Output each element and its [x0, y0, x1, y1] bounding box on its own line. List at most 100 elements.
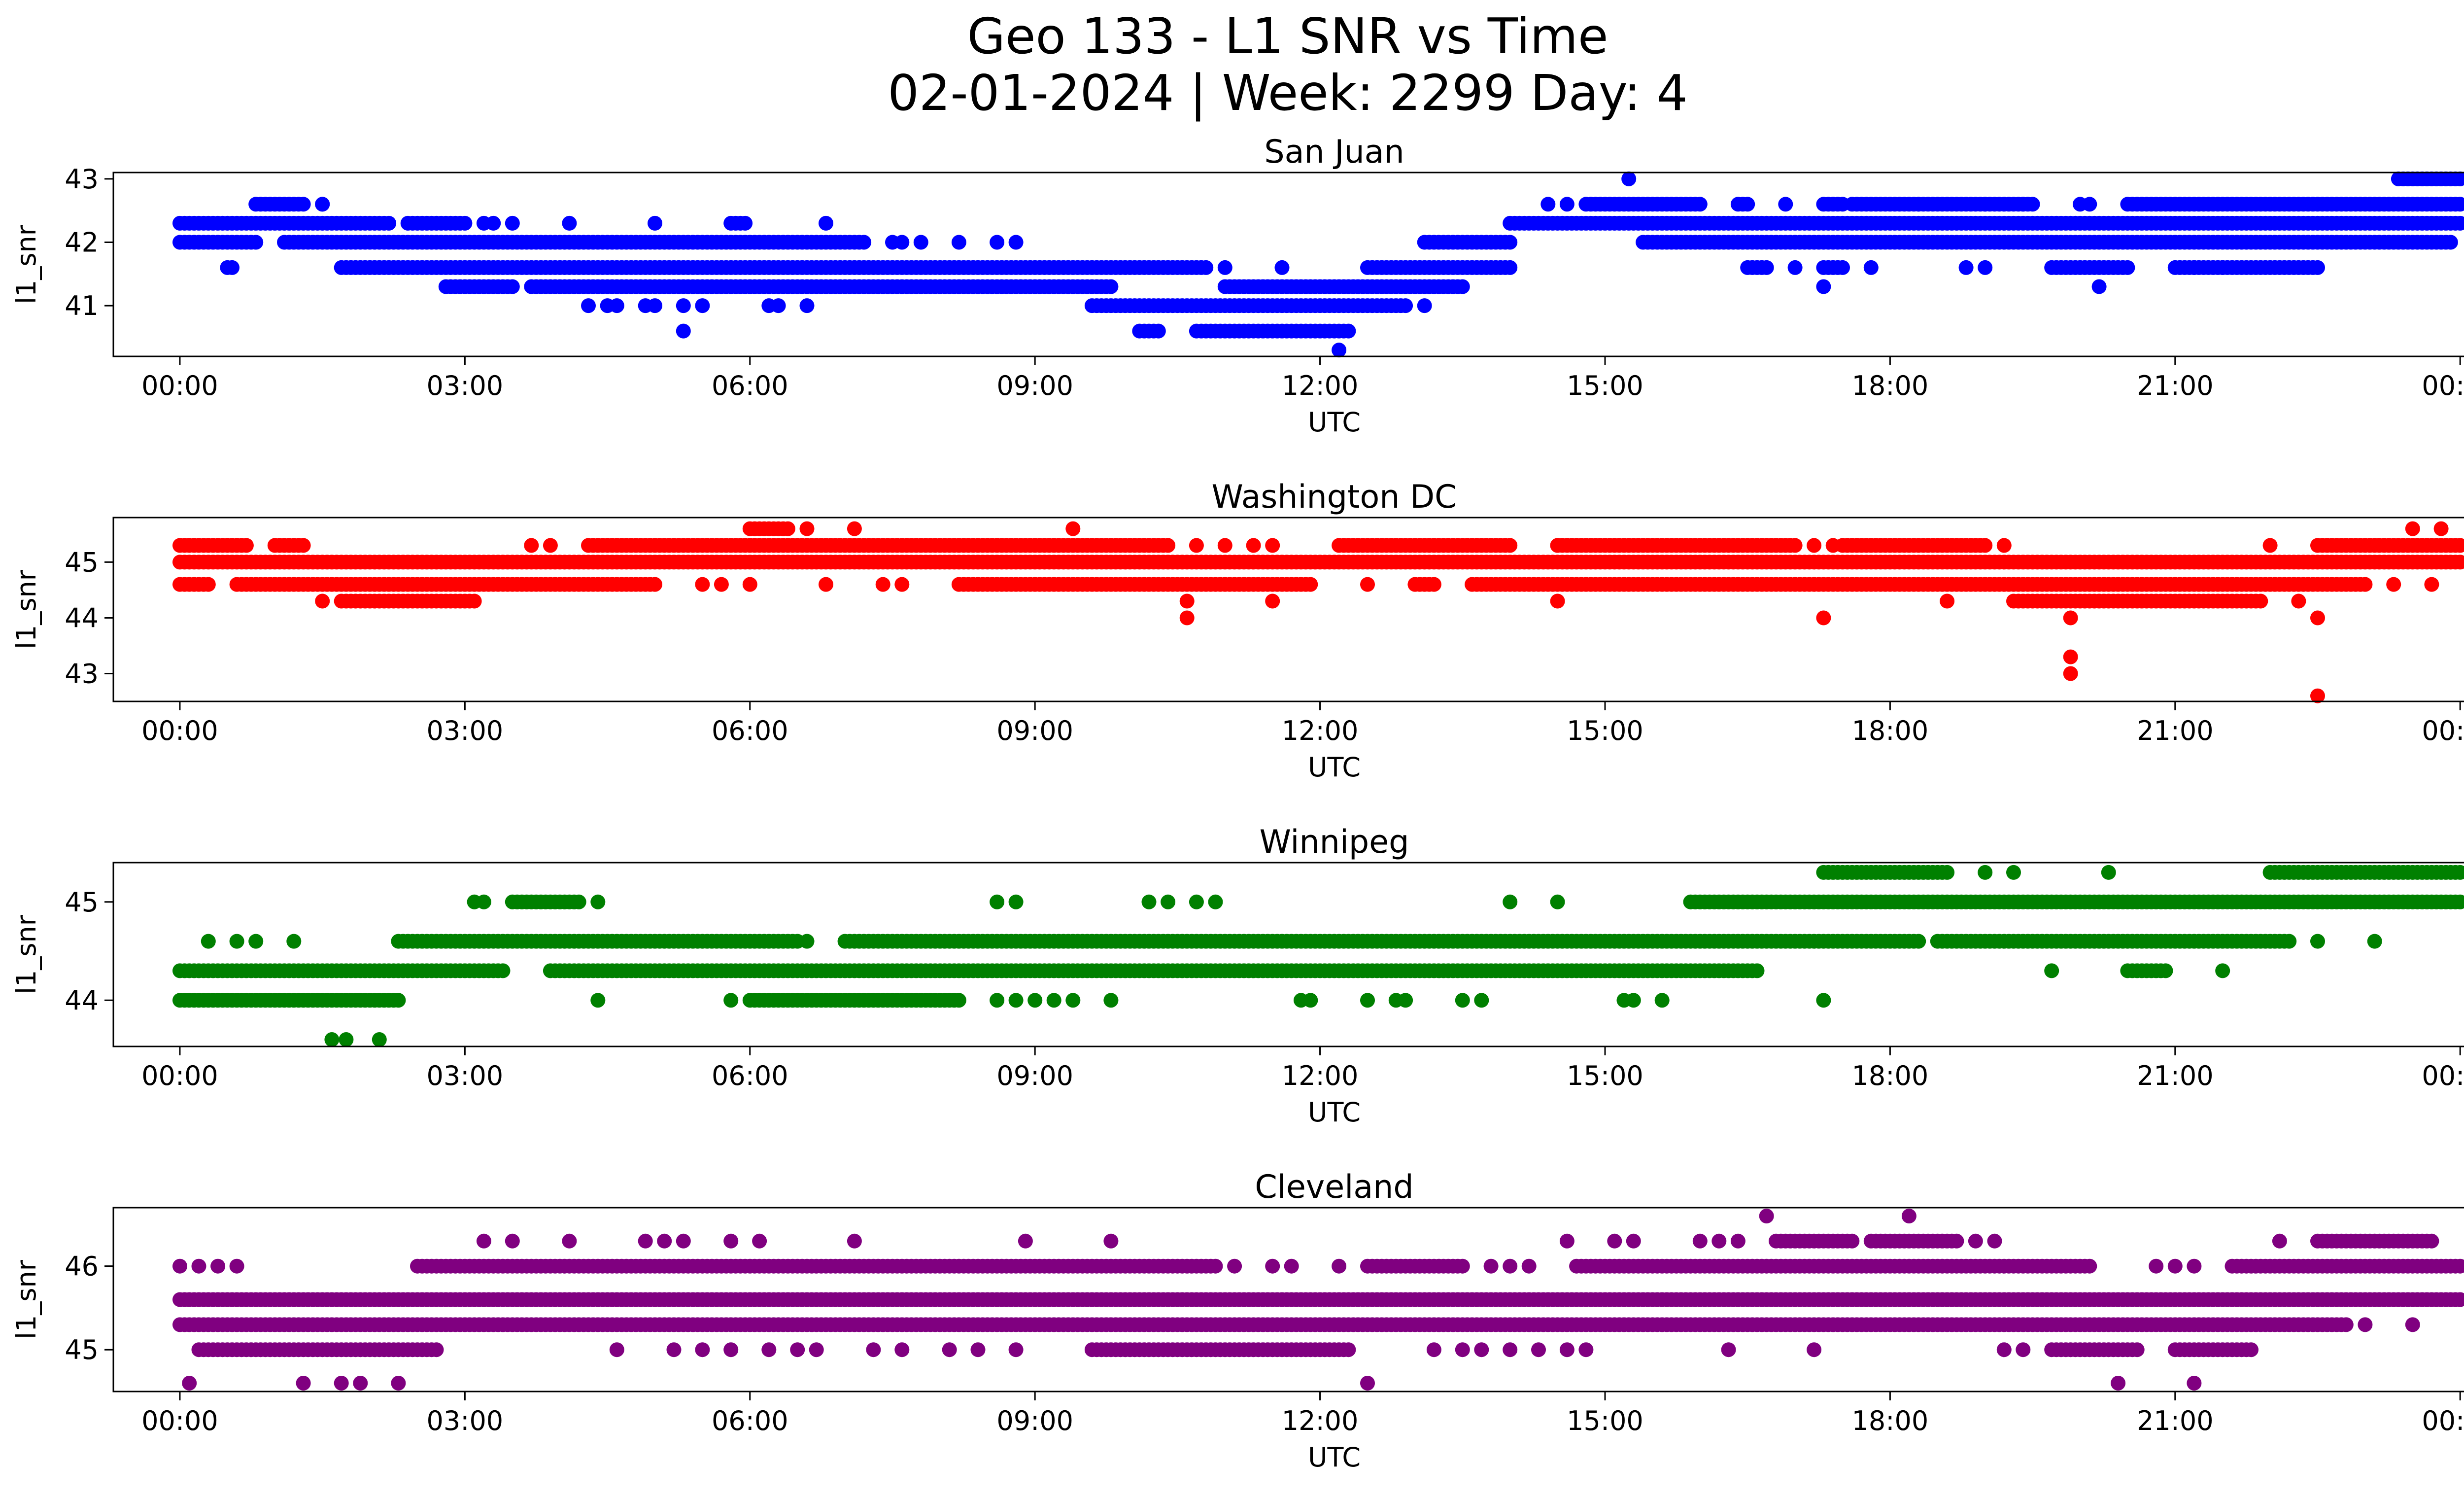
y-tick-label: 45: [65, 547, 99, 578]
data-point: [2082, 1259, 2097, 1274]
data-point: [1503, 538, 1517, 553]
data-point: [391, 993, 406, 1008]
data-point: [1560, 1234, 1574, 1249]
data-point: [339, 1032, 353, 1047]
subplot-title: Cleveland: [1255, 1169, 1413, 1206]
data-point: [1711, 1234, 1726, 1249]
data-point: [723, 993, 738, 1008]
data-point: [1550, 895, 1565, 909]
data-point: [1759, 1209, 1774, 1223]
data-point: [2215, 260, 2230, 275]
data-point: [2063, 611, 2078, 626]
data-point: [1180, 611, 1195, 626]
data-point: [2424, 1234, 2439, 1249]
data-point: [467, 594, 482, 609]
data-point: [1911, 934, 1926, 949]
data-point: [781, 522, 795, 536]
x-tick-label: 21:00: [2137, 1060, 2214, 1091]
data-point: [1332, 1259, 1346, 1274]
data-point: [1503, 235, 1517, 250]
data-point: [1968, 1234, 1983, 1249]
data-point: [2443, 235, 2458, 250]
data-point: [1246, 538, 1261, 553]
series-points: [172, 172, 2464, 357]
data-point: [457, 216, 472, 231]
data-point: [1455, 993, 1470, 1008]
x-tick-label: 03:00: [427, 1060, 504, 1091]
data-point: [296, 538, 311, 553]
data-point: [1218, 538, 1232, 553]
data-point: [201, 934, 216, 949]
x-tick-label: 18:00: [1852, 1060, 1929, 1091]
axes-frame: [113, 518, 2464, 701]
data-point: [1816, 279, 1831, 294]
data-point: [1265, 1259, 1280, 1274]
x-tick-label: 06:00: [712, 370, 788, 401]
data-point: [1816, 611, 1831, 626]
data-point: [562, 1234, 577, 1249]
data-point: [2092, 279, 2107, 294]
data-point: [1265, 538, 1280, 553]
data-point: [524, 538, 539, 553]
data-point: [1047, 993, 1061, 1008]
data-point: [505, 216, 520, 231]
data-point: [648, 577, 662, 592]
x-tick-label: 21:00: [2137, 370, 2214, 401]
x-tick-label: 15:00: [1567, 1060, 1643, 1091]
series-points: [172, 1209, 2464, 1391]
data-point: [590, 895, 605, 909]
x-tick-label: 15:00: [1567, 715, 1643, 746]
data-point: [1503, 260, 1517, 275]
data-point: [1009, 895, 1024, 909]
x-tick-label: 00:00: [141, 1060, 218, 1091]
x-tick-label: 12:00: [1282, 370, 1359, 401]
data-point: [1332, 343, 1346, 357]
data-point: [1807, 538, 1821, 553]
data-point: [1503, 1259, 1517, 1274]
data-point: [676, 1234, 691, 1249]
data-point: [1949, 1234, 1964, 1249]
data-point: [1522, 1259, 1537, 1274]
data-point: [771, 298, 786, 313]
data-point: [192, 1259, 206, 1274]
subplot-title: Winnipeg: [1260, 824, 1409, 861]
data-point: [2310, 934, 2325, 949]
data-point: [952, 235, 966, 250]
subplot-title: San Juan: [1264, 134, 1404, 171]
data-point: [1626, 1234, 1641, 1249]
y-axis-label: l1_snr: [11, 224, 42, 304]
x-tick-label: 15:00: [1567, 370, 1643, 401]
data-point: [315, 594, 330, 609]
data-point: [1940, 865, 1954, 880]
y-tick-label: 42: [65, 227, 99, 258]
data-point: [1778, 197, 1793, 211]
x-axis-label: UTC: [1308, 1097, 1361, 1128]
data-point: [1788, 260, 1803, 275]
data-point: [1693, 197, 1708, 211]
data-point: [1161, 538, 1175, 553]
x-tick-label: 06:00: [712, 1060, 788, 1091]
data-point: [315, 197, 330, 211]
data-point: [477, 895, 491, 909]
data-point: [505, 1234, 520, 1249]
data-point: [2253, 594, 2268, 609]
data-point: [210, 1259, 225, 1274]
y-axis-label: l1_snr: [11, 914, 42, 994]
data-point: [894, 235, 909, 250]
data-point: [1550, 538, 1565, 553]
data-point: [2405, 522, 2420, 536]
data-point: [1987, 1234, 2002, 1249]
data-point: [1759, 260, 1774, 275]
data-point: [1265, 594, 1280, 609]
data-point: [1560, 197, 1574, 211]
data-point: [676, 298, 691, 313]
data-point: [1731, 1234, 1745, 1249]
data-point: [572, 895, 586, 909]
data-point: [648, 216, 662, 231]
data-point: [1835, 260, 1850, 275]
x-axis-label: UTC: [1308, 407, 1361, 438]
data-point: [1484, 1259, 1499, 1274]
data-point: [990, 235, 1004, 250]
